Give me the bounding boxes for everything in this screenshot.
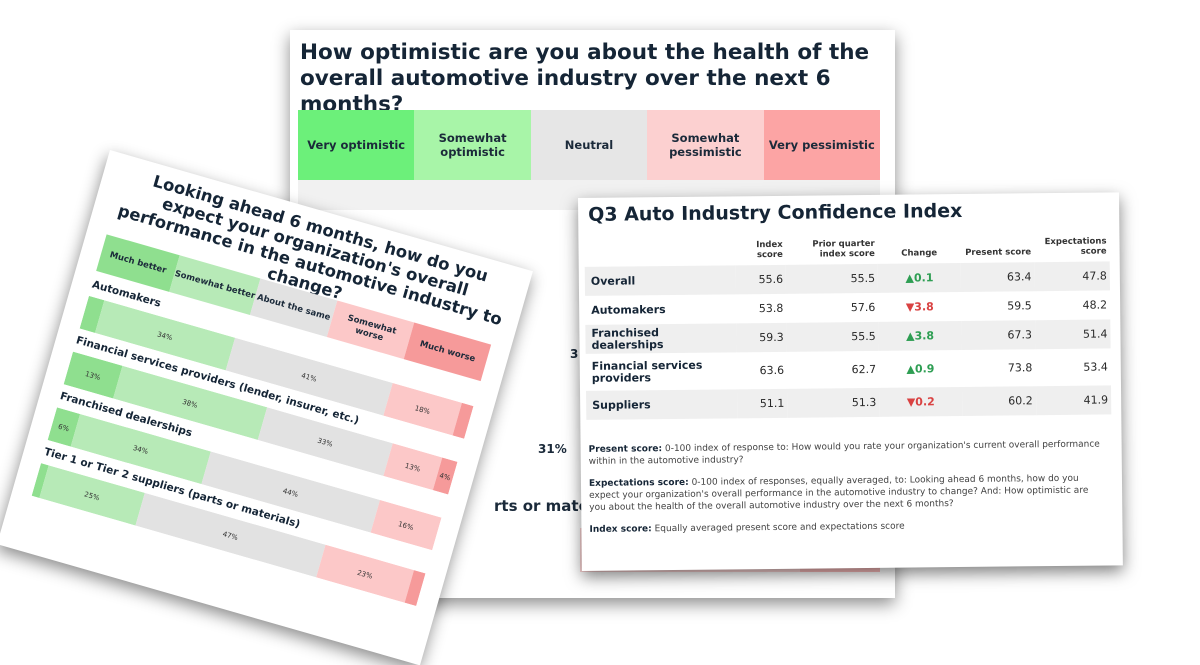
- present-score: 60.2: [961, 386, 1036, 416]
- header-expectations-score: Expectations score: [1044, 236, 1107, 257]
- arrow-down-icon: ▼: [905, 300, 915, 314]
- present-score: 59.5: [1007, 299, 1032, 313]
- bar-segment-somewhat-better: [113, 365, 268, 440]
- change-cell: ▼3.8: [905, 300, 934, 314]
- bar-value-label: 13%: [404, 462, 421, 474]
- row-name: Financial services providers: [591, 358, 703, 385]
- row-name: Overall: [584, 265, 736, 296]
- bar-segment-about-the-same: [201, 451, 380, 533]
- bar-value-label: 41%: [300, 372, 317, 384]
- performance-card: Looking ahead 6 months, how do you expec…: [0, 150, 533, 665]
- bar-segment-somewhat-worse: [370, 499, 442, 551]
- bar-value-label: 13%: [84, 370, 101, 382]
- bar-segment-much-better: [47, 407, 81, 447]
- bar-value-label: 23%: [356, 569, 373, 581]
- index-score: 53.8: [758, 301, 784, 316]
- header-change: Change: [901, 248, 938, 259]
- index-card: Q3 Auto Industry Confidence Index Index …: [578, 192, 1123, 571]
- bar-segment-somewhat-better: [39, 465, 145, 526]
- bar-value-label: 47%: [222, 530, 239, 542]
- bar-segment-somewhat-worse: [383, 443, 443, 491]
- stacked-bar-franchised-dealerships: 6% 34% 44% 16%: [47, 407, 442, 551]
- note-index-score: Index score: Equally averaged present sc…: [589, 521, 905, 535]
- bar-value-label: 25%: [83, 490, 100, 502]
- legend-neutral: Neutral: [530, 110, 648, 180]
- change-cell: ▲0.1: [877, 262, 961, 293]
- expectations-score: 51.4: [1034, 319, 1111, 350]
- bar-segment-much-worse: [452, 402, 474, 439]
- present-score: 63.4: [960, 262, 1035, 292]
- row-name: Automakers: [591, 302, 666, 317]
- stacked-bar-suppliers: 25% 47% 23%: [31, 463, 426, 607]
- header-index-score: Index score: [756, 239, 783, 261]
- bar-segment-about-the-same: [257, 407, 393, 476]
- row-name: Franchised dealerships: [585, 323, 737, 354]
- arrow-up-icon: ▲: [906, 329, 915, 343]
- arrow-up-icon: ▲: [906, 362, 915, 376]
- stacked-bar-financial-services: 13% 38% 33% 13% 4%: [63, 351, 458, 495]
- prior-score: 55.5: [785, 263, 879, 294]
- row-name: Suppliers: [586, 389, 737, 420]
- bar-segment-much-better: [79, 295, 105, 333]
- bar-value-label: 34%: [156, 330, 173, 342]
- note-expectations-score: Expectations score: 0-100 index of respo…: [588, 473, 1089, 513]
- change-cell: ▲0.9: [906, 362, 935, 376]
- bar-segment-somewhat-worse: [316, 544, 414, 603]
- change-cell: ▼0.2: [879, 386, 963, 417]
- legend-very-optimistic: Very optimistic: [298, 110, 415, 180]
- arrow-up-icon: ▲: [905, 271, 915, 285]
- optimism-legend: Very optimistic Somewhat optimistic Neut…: [298, 110, 881, 180]
- optimism-fragment-value-left: 3: [570, 347, 579, 361]
- index-score: 55.6: [735, 264, 787, 295]
- index-table: Index score Prior quarter index score Ch…: [584, 236, 1112, 420]
- prior-score: 55.5: [786, 321, 879, 352]
- expectations-score: 53.4: [1083, 360, 1108, 374]
- present-score: 73.8: [1007, 361, 1033, 375]
- stacked-bar-automakers: 34% 41% 18%: [79, 295, 474, 439]
- legend-somewhat-pessimistic: Somewhat pessimistic: [647, 110, 764, 180]
- bar-value-label: 38%: [181, 398, 198, 410]
- arrow-down-icon: ▼: [906, 395, 916, 409]
- optimism-question: How optimistic are you about the health …: [300, 40, 870, 117]
- prior-score: 51.3: [787, 387, 880, 418]
- prior-score: 57.6: [850, 300, 876, 315]
- expectations-score: 48.2: [1082, 298, 1108, 312]
- bar-segment-somewhat-better: [70, 413, 211, 485]
- expectations-score: 47.8: [1034, 261, 1110, 292]
- header-present-score: Present score: [965, 247, 1032, 258]
- table-row: Suppliers 51.1 51.3 ▼0.2 60.2 41.9: [586, 385, 1112, 420]
- header-prior-score: Prior quarter index score: [812, 238, 875, 260]
- bar-segment-much-better: [31, 463, 49, 499]
- index-score: 59.3: [735, 322, 787, 353]
- change-cell: ▲3.8: [878, 320, 962, 351]
- bar-segment-much-worse: [404, 570, 426, 607]
- index-score: 51.1: [736, 388, 788, 419]
- present-score: 67.3: [961, 320, 1036, 350]
- optimism-fragment-value: 31%: [538, 442, 567, 456]
- bar-segment-much-better: [63, 351, 123, 399]
- bar-value-label: 6%: [57, 423, 70, 434]
- bar-segment-about-the-same: [135, 492, 326, 578]
- bar-value-label: 4%: [438, 472, 451, 483]
- index-score: 63.6: [759, 363, 785, 378]
- bar-segment-about-the-same: [225, 337, 393, 416]
- expectations-score: 41.9: [1035, 385, 1112, 416]
- bar-value-label: 18%: [414, 404, 431, 416]
- optimism-fragment-category: rts or mate: [494, 497, 589, 515]
- bar-value-label: 16%: [397, 520, 414, 532]
- note-present-score: Present score: 0-100 index of response t…: [588, 439, 1100, 467]
- header-blank: [584, 240, 735, 267]
- bar-value-label: 33%: [316, 437, 333, 449]
- bar-segment-much-worse: [432, 457, 458, 495]
- index-title: Q3 Auto Industry Confidence Index: [588, 199, 963, 226]
- prior-score: 62.7: [851, 362, 877, 377]
- table-row: Financial services providers 63.6 62.7 ▲…: [586, 348, 1111, 390]
- index-notes: Present score: 0-100 index of response t…: [589, 439, 1105, 546]
- legend-somewhat-optimistic: Somewhat optimistic: [414, 110, 531, 180]
- bar-segment-somewhat-better: [94, 300, 236, 371]
- bar-value-label: 34%: [132, 444, 149, 456]
- bar-segment-somewhat-worse: [383, 382, 462, 436]
- legend-very-pessimistic: Very pessimistic: [763, 110, 881, 180]
- bar-value-label: 44%: [282, 487, 299, 499]
